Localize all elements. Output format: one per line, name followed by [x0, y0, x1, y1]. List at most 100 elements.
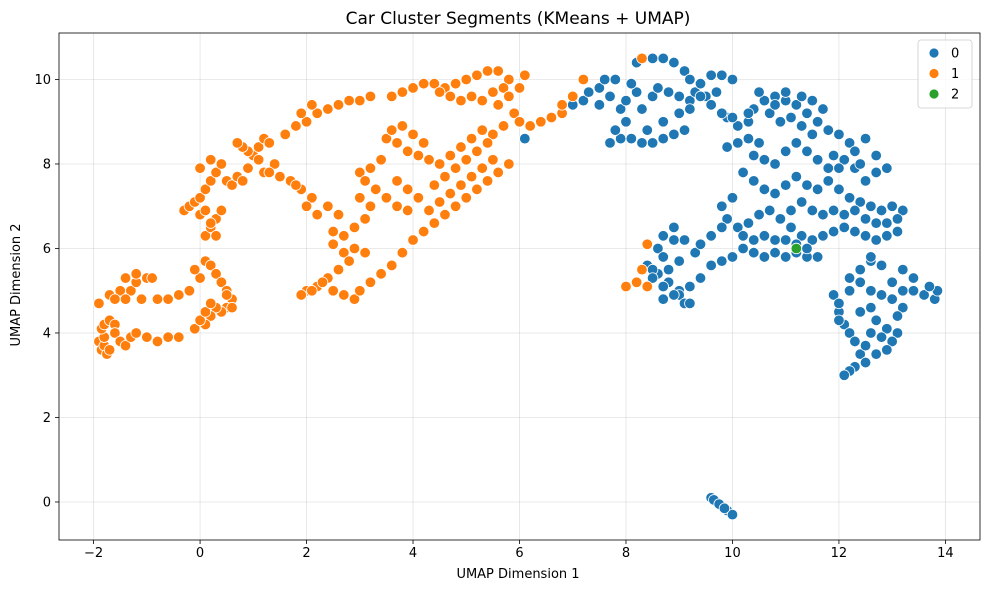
data-point-cluster-0 — [694, 238, 707, 250]
data-point-cluster-1 — [119, 293, 132, 305]
data-point-cluster-0 — [769, 234, 781, 246]
data-point-cluster-1 — [173, 331, 185, 343]
data-point-cluster-1 — [183, 285, 196, 297]
data-point-cluster-1 — [364, 90, 377, 103]
data-point-cluster-0 — [865, 200, 877, 212]
legend-label: 0 — [951, 47, 959, 62]
data-point-cluster-0 — [907, 285, 920, 297]
data-point-cluster-1 — [194, 162, 206, 174]
x-tick-label: 4 — [409, 546, 417, 561]
data-point-cluster-0 — [790, 137, 803, 149]
data-point-cluster-0 — [662, 263, 675, 276]
data-point-cluster-1 — [439, 170, 451, 183]
data-point-cluster-0 — [843, 192, 856, 204]
data-point-cluster-0 — [897, 263, 909, 276]
data-point-cluster-0 — [694, 90, 707, 103]
data-point-cluster-1 — [300, 116, 313, 128]
data-point-cluster-0 — [705, 69, 717, 81]
data-point-cluster-0 — [593, 82, 606, 94]
data-point-cluster-1 — [455, 179, 467, 191]
data-point-cluster-0 — [774, 116, 787, 128]
data-point-cluster-1 — [449, 162, 462, 174]
data-point-cluster-0 — [641, 124, 653, 136]
data-point-cluster-0 — [870, 149, 882, 162]
x-tick-label: 2 — [302, 546, 310, 561]
data-point-cluster-0 — [662, 86, 675, 98]
data-point-cluster-0 — [859, 213, 872, 225]
x-tick-label: −2 — [84, 546, 103, 561]
data-point-cluster-1 — [641, 280, 653, 293]
data-point-cluster-0 — [716, 200, 728, 212]
data-point-cluster-1 — [231, 137, 244, 149]
data-point-cluster-0 — [673, 107, 685, 119]
data-point-cluster-0 — [785, 111, 797, 124]
data-point-cluster-0 — [769, 187, 781, 200]
data-point-cluster-1 — [476, 162, 488, 174]
data-point-cluster-0 — [886, 276, 898, 288]
data-point-cluster-0 — [875, 331, 888, 343]
data-point-cluster-0 — [753, 137, 765, 149]
data-point-cluster-0 — [758, 183, 771, 196]
data-point-cluster-1 — [423, 204, 435, 217]
data-point-cluster-0 — [795, 196, 808, 208]
data-point-cluster-1 — [407, 82, 419, 94]
data-point-cluster-1 — [476, 94, 488, 107]
x-tick-label: 12 — [831, 546, 848, 561]
data-point-cluster-1 — [114, 285, 126, 297]
data-point-cluster-1 — [295, 289, 307, 301]
data-point-cluster-0 — [806, 94, 819, 107]
data-point-cluster-0 — [875, 204, 888, 217]
data-point-cluster-1 — [199, 204, 212, 217]
data-point-cluster-1 — [556, 99, 568, 111]
data-point-cluster-0 — [843, 327, 856, 339]
data-point-cluster-0 — [769, 246, 781, 259]
y-tick-label: 2 — [43, 411, 51, 426]
data-point-cluster-1 — [348, 242, 361, 255]
data-point-cluster-1 — [146, 272, 158, 284]
data-point-cluster-1 — [386, 124, 398, 136]
data-point-cluster-0 — [854, 158, 866, 170]
data-point-cluster-1 — [370, 183, 382, 196]
data-point-cluster-1 — [194, 192, 206, 204]
data-point-cluster-0 — [849, 204, 861, 217]
data-point-cluster-1 — [226, 301, 238, 314]
data-point-cluster-1 — [428, 77, 441, 90]
legend-label: 2 — [951, 88, 959, 103]
data-point-cluster-1 — [433, 196, 446, 208]
data-point-cluster-1 — [487, 86, 499, 98]
data-point-cluster-1 — [130, 327, 142, 339]
data-point-cluster-0 — [881, 230, 893, 242]
data-point-cluster-1 — [417, 77, 430, 90]
data-point-cluster-0 — [881, 162, 893, 174]
data-point-cluster-1 — [327, 238, 339, 250]
data-point-cluster-1 — [444, 149, 456, 162]
y-axis: 0 2 4 6 8 10 — [34, 73, 59, 510]
data-point-cluster-1 — [205, 154, 217, 166]
data-point-cluster-1 — [210, 166, 222, 179]
data-point-cluster-0 — [849, 145, 861, 158]
data-point-cluster-1 — [412, 149, 425, 162]
data-point-cluster-0 — [849, 335, 861, 348]
x-tick-label: 6 — [515, 546, 523, 561]
data-point-cluster-1 — [577, 73, 590, 86]
data-point-cluster-0 — [646, 272, 659, 284]
data-point-cluster-0 — [753, 86, 765, 98]
data-point-cluster-0 — [689, 246, 701, 259]
data-point-cluster-0 — [811, 154, 824, 166]
legend: 0 1 2 — [917, 39, 973, 109]
data-point-cluster-1 — [476, 124, 488, 136]
data-point-cluster-1 — [364, 162, 377, 174]
data-point-cluster-1 — [252, 141, 265, 153]
data-point-cluster-0 — [859, 356, 872, 369]
data-point-cluster-0 — [854, 276, 866, 288]
data-point-cluster-0 — [849, 225, 861, 238]
data-point-cluster-1 — [641, 238, 653, 250]
data-point-cluster-0 — [817, 103, 829, 115]
data-point-cluster-1 — [151, 335, 164, 348]
data-point-cluster-0 — [886, 335, 898, 348]
data-point-cluster-0 — [843, 285, 856, 297]
data-point-cluster-0 — [705, 259, 717, 272]
data-point-cluster-0 — [833, 128, 845, 141]
data-point-cluster-0 — [854, 348, 866, 360]
